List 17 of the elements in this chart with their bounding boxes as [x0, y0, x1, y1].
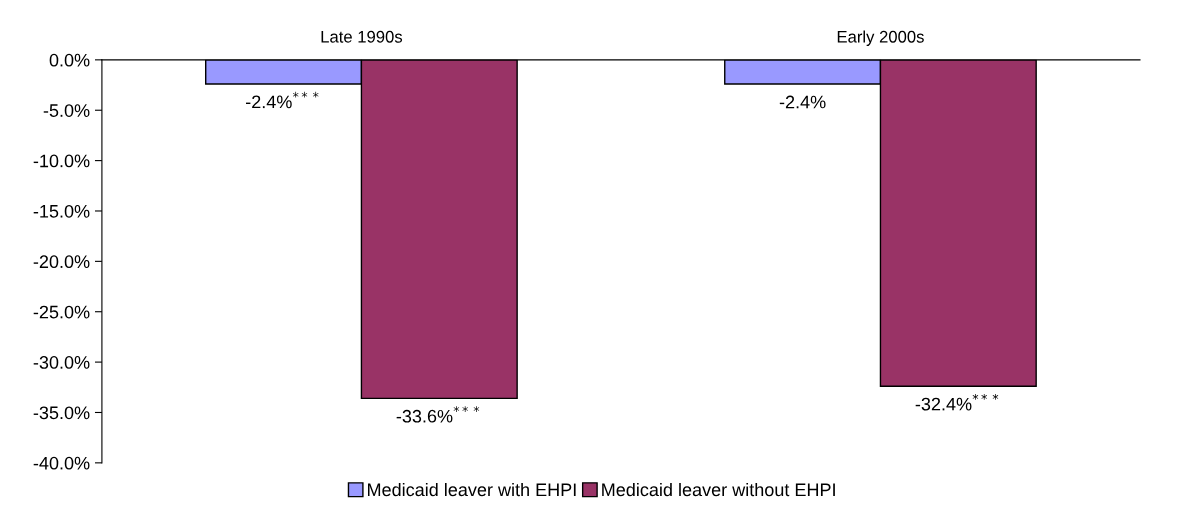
y-tick-label: -25.0%	[33, 305, 90, 319]
y-tick-label: 0.0%	[49, 53, 90, 67]
legend-label: Medicaid leaver without EHPI	[602, 482, 835, 497]
y-tick-label: -35.0%	[33, 406, 90, 420]
y-tick-label: -15.0%	[33, 204, 90, 218]
y-tick-label: -20.0%	[33, 255, 90, 269]
y-tick-label: -10.0%	[33, 154, 90, 168]
data-label: -2.4%$^{***}$	[246, 91, 319, 109]
data-label: -33.6%$^{***}$	[396, 406, 480, 423]
y-tick-label: -30.0%	[33, 356, 90, 369]
x-tick-label: Early 2000s	[837, 30, 924, 46]
y-tick-label: -5.0%	[43, 104, 90, 117]
y-tick-label: -40.0%	[33, 456, 90, 470]
data-label: -2.4%	[779, 95, 826, 109]
data-label: -32.4%$^{***}$	[915, 394, 999, 411]
legend-label: Medicaid leaver with EHPI	[368, 482, 576, 497]
x-tick-label: Late 1990s	[321, 30, 403, 43]
